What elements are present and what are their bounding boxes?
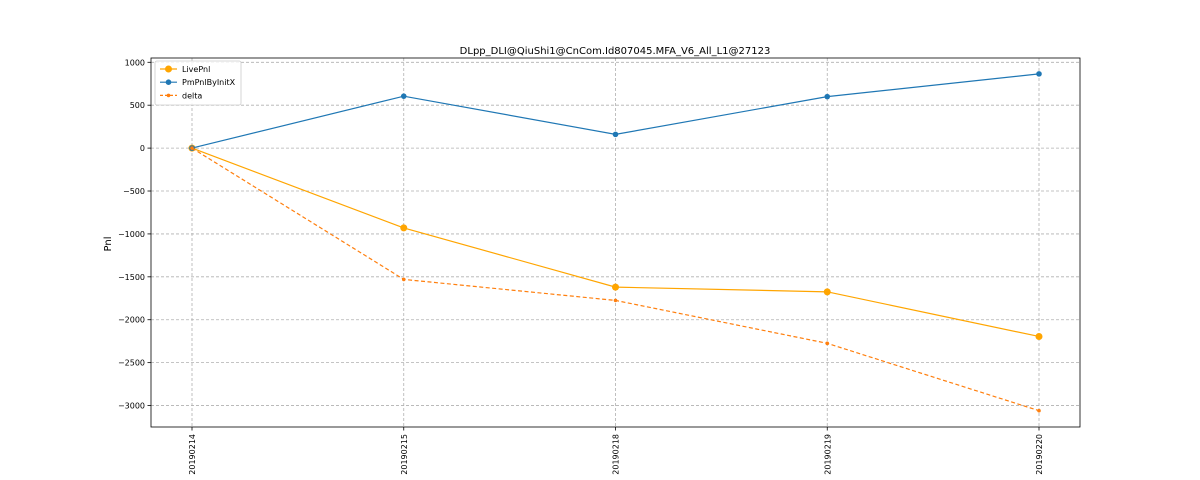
axes: 1000 500 0 −500 −1000 −1500 −2000 −2500 −3000 201… [118, 57, 1081, 475]
legend-swatch-marker [165, 79, 172, 85]
data-point [400, 224, 408, 232]
y-tick-label: 0 [140, 144, 145, 153]
data-point [400, 93, 407, 99]
legend-label: LivePnl [182, 65, 210, 74]
y-tick-label: −3000 [118, 402, 145, 411]
data-point [825, 341, 830, 346]
y-tick-label: 500 [130, 101, 145, 110]
data-point [1035, 332, 1043, 340]
x-tick-label: 20190215 [400, 434, 409, 475]
data-point [612, 283, 619, 291]
y-tick-label: −2000 [118, 316, 145, 325]
grid-lines [151, 58, 1080, 427]
data-point [401, 277, 406, 282]
data-point [613, 298, 618, 303]
data-point [824, 93, 831, 100]
series-delta [190, 146, 1041, 413]
legend-item: PmPnlByInitX [160, 78, 236, 87]
legend-item: delta [160, 91, 202, 100]
chart-title: DLpp_DLI@QiuShi1@CnCom.Id807045.MFA_V6_A… [460, 46, 771, 57]
legend-label: delta [182, 91, 202, 100]
data-point [190, 146, 194, 150]
legend-label: PmPnlByInitX [182, 78, 236, 87]
data-point [823, 288, 831, 296]
y-tick-label: −2500 [118, 359, 145, 368]
x-tick-label: 20190218 [612, 434, 621, 475]
data-point [612, 131, 619, 138]
legend: LivePnl PmPnlByInitX delta [154, 60, 242, 106]
legend-box [154, 60, 242, 106]
legend-swatch-marker [165, 65, 172, 73]
y-tick-label: −500 [123, 187, 145, 196]
x-tick-label: 20190220 [1035, 434, 1044, 475]
legend-item: LivePnl [160, 65, 210, 74]
plot-frame [150, 57, 1081, 428]
x-tick-label: 20190214 [188, 434, 197, 475]
y-tick-label: 1000 [125, 58, 145, 67]
data-point [1037, 408, 1041, 413]
legend-swatch-marker [166, 93, 171, 98]
data-series [188, 71, 1043, 413]
x-tick-label: 20190219 [823, 434, 832, 475]
y-axis-label: Pnl [103, 237, 114, 252]
y-tick-label: −1500 [118, 273, 145, 282]
data-point [1036, 71, 1042, 77]
y-tick-label: −1000 [118, 230, 145, 239]
